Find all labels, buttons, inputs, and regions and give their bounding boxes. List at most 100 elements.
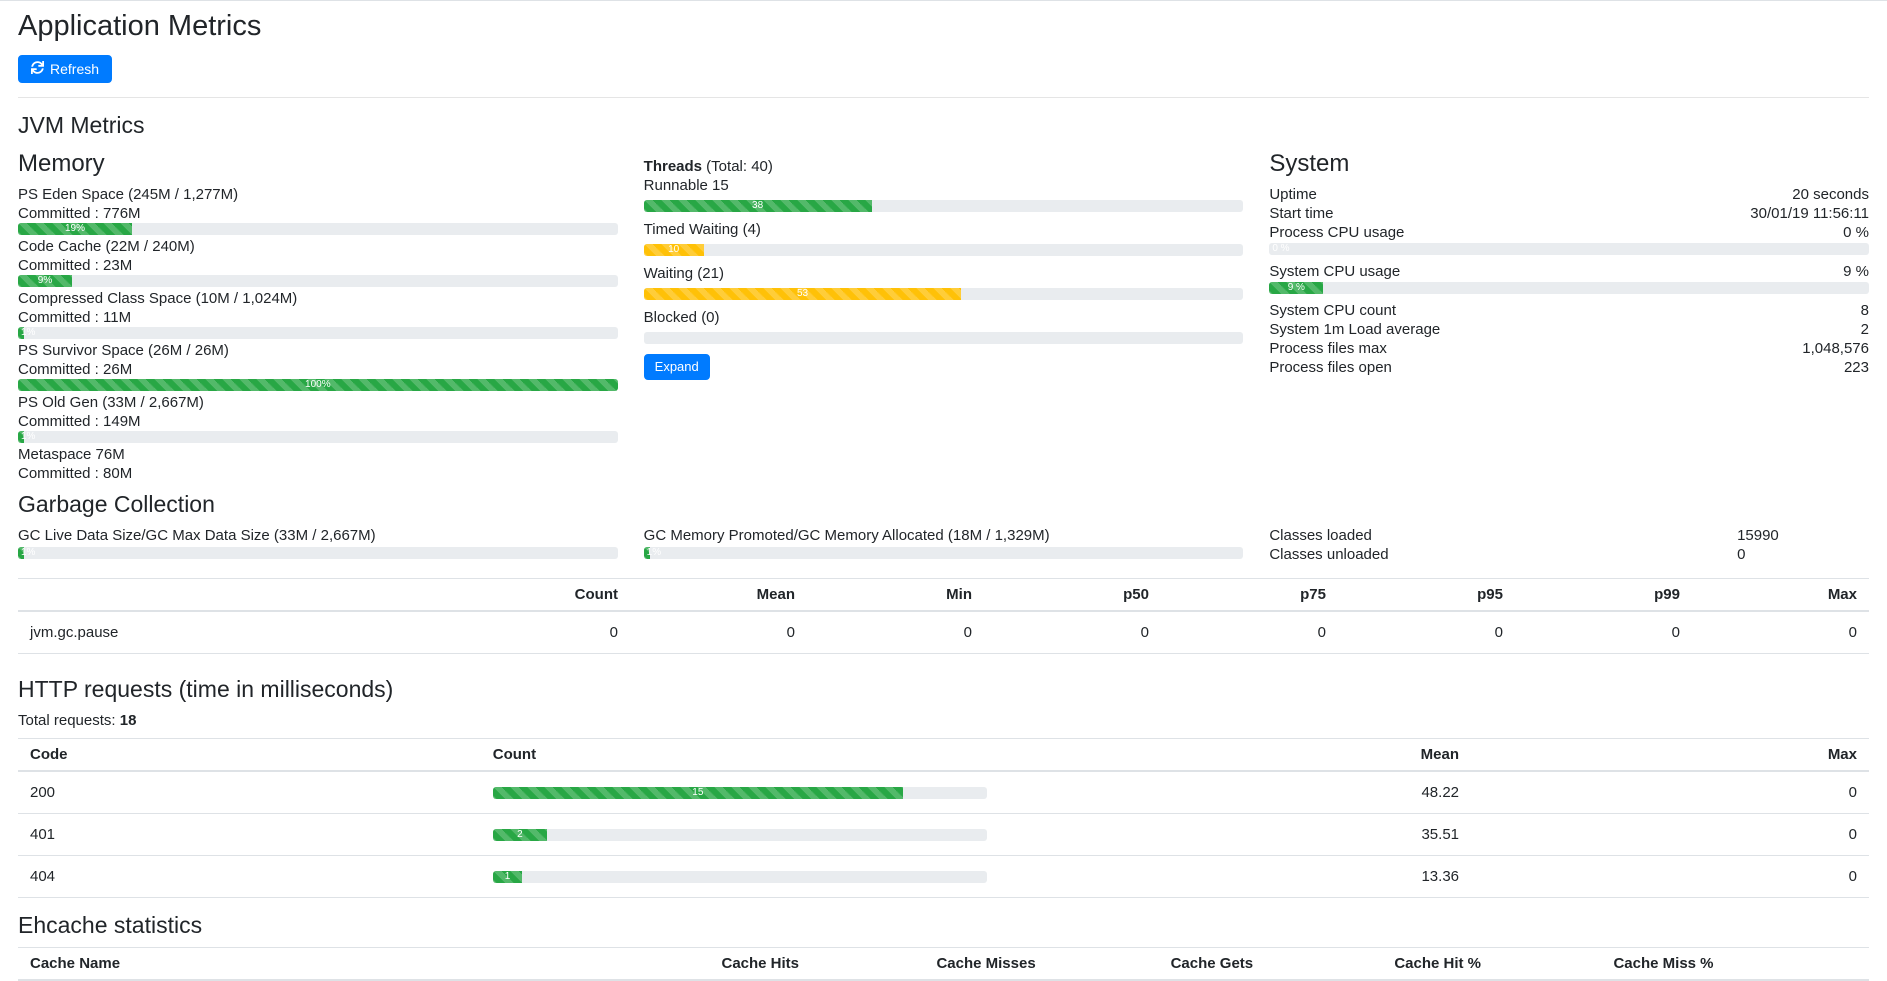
memory-committed-label: Committed : 776M xyxy=(18,205,141,222)
system-row: Uptime 20 seconds xyxy=(1269,185,1869,204)
memory-item: Compressed Class Space (10M / 1,024M) Com… xyxy=(18,289,618,339)
system-row-value: 8 xyxy=(1860,302,1869,319)
http-requests-table: Code Count Mean Max 200 15 48.22 0 401 2 35.51 0 404… xyxy=(18,738,1869,898)
thread-progressbar: 38 xyxy=(643,200,1244,212)
http-max: 0 xyxy=(1471,770,1869,814)
thread-item: Waiting (21) 53 xyxy=(643,264,1244,300)
memory-pool-label: PS Eden Space (245M / 1,277M) xyxy=(18,186,239,203)
gc-classes-label: Classes loaded xyxy=(1269,527,1372,544)
system-row-label: Process CPU usage xyxy=(1269,224,1405,241)
system-row-label: System CPU usage xyxy=(1269,263,1401,280)
refresh-button[interactable]: Refresh xyxy=(18,55,113,83)
gc-metric-name: jvm.gc.pause xyxy=(18,610,453,654)
system-title: System xyxy=(1269,150,1350,177)
memory-pool-label: PS Old Gen (33M / 2,667M) xyxy=(18,394,204,411)
progressbar-fill xyxy=(643,288,962,300)
http-mean: 48.22 xyxy=(999,770,1472,814)
progressbar-fill xyxy=(18,223,132,235)
memory-progressbar: 9% xyxy=(18,275,618,287)
memory-item: PS Eden Space (245M / 1,277M) Committed :… xyxy=(18,185,618,235)
progressbar-value: 9% xyxy=(37,275,53,286)
total-requests-value: 18 xyxy=(119,712,137,729)
thread-progressbar: 53 xyxy=(643,288,1244,300)
ehcache-header: Cache Gets xyxy=(1098,947,1325,981)
system-progressbar: 0 % xyxy=(1269,243,1869,255)
memory-item: PS Old Gen (33M / 2,667M) Committed : 149… xyxy=(18,393,618,443)
memory-committed-label: Committed : 23M xyxy=(18,257,133,274)
gc-table-header: p50 xyxy=(983,578,1161,612)
gc-promoted-label: GC Memory Promoted/GC Memory Allocated (… xyxy=(643,527,1050,544)
ehcache-header: Cache Miss % xyxy=(1550,947,1777,981)
jvm-metrics-title: JVM Metrics xyxy=(18,112,145,138)
gc-metric-value: 0 xyxy=(1514,610,1692,654)
http-request-row: 200 15 48.22 0 xyxy=(18,770,1869,814)
thread-state-label: Timed Waiting (4) xyxy=(643,221,761,238)
system-row-value: 20 seconds xyxy=(1792,186,1869,203)
http-max: 0 xyxy=(1471,813,1869,856)
thread-state-label: Blocked (0) xyxy=(643,309,720,326)
total-requests: Total requests: 18 xyxy=(18,711,1869,730)
http-max: 0 xyxy=(1471,855,1869,898)
expand-button[interactable]: Expand xyxy=(643,354,710,380)
memory-progressbar: 1% xyxy=(18,431,618,443)
progressbar-fill xyxy=(492,828,548,841)
gc-metric-value: 0 xyxy=(629,610,807,654)
gc-classes-value: 15990 xyxy=(1737,527,1779,544)
thread-item: Blocked (0) xyxy=(643,308,1244,344)
progressbar-fill xyxy=(643,244,704,256)
page-title: Application Metrics xyxy=(18,10,262,42)
system-row: Process files max 1,048,576 xyxy=(1269,339,1869,358)
system-row-label: Start time xyxy=(1269,205,1334,222)
http-code: 200 xyxy=(18,770,481,814)
gc-classes: Classes loaded 15990 Classes unloaded 0 xyxy=(1269,526,1869,564)
gc-table-name-header xyxy=(18,578,453,612)
ehcache-title: Ehcache statistics xyxy=(18,912,203,938)
system-row-value: 223 xyxy=(1843,359,1869,376)
progressbar-fill xyxy=(18,379,618,391)
ehcache-header-row: Cache Name Cache Hits Cache Misses Cache Ge… xyxy=(18,947,1869,981)
gc-classes-value: 0 xyxy=(1737,546,1746,563)
refresh-button-label: Refresh xyxy=(50,61,100,77)
system-row: System 1m Load average 2 xyxy=(1269,320,1869,339)
ehcache-header-cache-name: Cache Name xyxy=(18,947,648,981)
gc-promoted-progressbar: 1% xyxy=(643,547,1244,559)
memory-committed-label: Committed : 26M xyxy=(18,361,133,378)
progressbar-fill xyxy=(18,431,24,443)
system-row: System CPU usage 9 % xyxy=(1269,262,1869,281)
threads-title-bold: Threads xyxy=(643,158,703,175)
memory-list: PS Eden Space (245M / 1,277M) Committed :… xyxy=(18,185,618,483)
memory-progressbar: 1% xyxy=(18,327,618,339)
http-table-header-mean: Mean xyxy=(999,738,1472,772)
system-row: Process CPU usage 0 % xyxy=(1269,223,1869,242)
system-row-label: Process files open xyxy=(1269,359,1392,376)
progressbar-value: 9 % xyxy=(1287,282,1305,293)
progressbar-value: 100% xyxy=(305,379,331,390)
progressbar-value: 1% xyxy=(646,547,662,558)
gc-live-data-progressbar: 1% xyxy=(18,547,618,559)
progressbar-value: 15 xyxy=(692,786,704,798)
progressbar-fill xyxy=(643,547,650,559)
http-count-cell: 2 xyxy=(480,813,1000,856)
ehcache-table: Cache Name Cache Hits Cache Misses Cache Ge… xyxy=(18,947,1869,981)
memory-item: PS Survivor Space (26M / 26M) Committed :… xyxy=(18,341,618,391)
progressbar-fill xyxy=(1269,282,1324,294)
http-request-row: 404 1 13.36 0 xyxy=(18,855,1869,898)
system-column: System Uptime 20 seconds Start time 30/01/1… xyxy=(1269,147,1869,483)
system-list: Uptime 20 seconds Start time 30/01/19 11:56… xyxy=(1269,185,1869,377)
memory-committed-label: Committed : 11M xyxy=(18,309,132,326)
memory-item: Metaspace 76M Committed : 80M xyxy=(18,445,618,483)
memory-pool-label: PS Survivor Space (26M / 26M) xyxy=(18,342,229,359)
gc-pause-table: Count Mean Min p50 p75 p95 p99 Max jvm.gc.pause 0… xyxy=(18,578,1869,654)
http-mean: 13.36 xyxy=(999,855,1472,898)
gc-metric-value: 0 xyxy=(1691,610,1869,654)
http-count-progressbar: 1 xyxy=(492,870,988,883)
progressbar-value: 53 xyxy=(797,288,809,299)
gc-table-header: Mean xyxy=(629,578,807,612)
gc-metric-value: 0 xyxy=(806,610,984,654)
memory-committed-label: Committed : 149M xyxy=(18,413,141,430)
system-row-value: 2 xyxy=(1860,321,1869,338)
gc-metric-value: 0 xyxy=(983,610,1161,654)
ehcache-header: Cache Hits xyxy=(647,947,874,981)
thread-state-label: Runnable 15 xyxy=(643,177,729,194)
system-progressbar: 9 % xyxy=(1269,282,1869,294)
